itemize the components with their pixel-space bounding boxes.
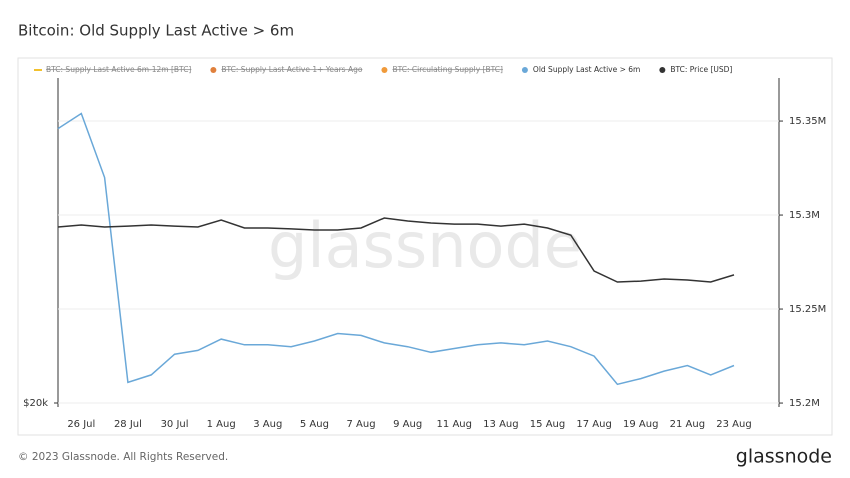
x-tick-label: 19 Aug: [623, 419, 658, 430]
x-tick-label: 21 Aug: [670, 419, 705, 430]
chart-title: Bitcoin: Old Supply Last Active > 6m: [18, 22, 294, 40]
x-tick-label: 23 Aug: [716, 419, 751, 430]
y2-tick-label: 15.35M: [789, 116, 826, 127]
x-tick-label: 11 Aug: [437, 419, 472, 430]
series-line: [57, 217, 735, 283]
x-tick-label: 17 Aug: [576, 419, 611, 430]
legend-item: BTC: Price [USD]: [659, 65, 732, 74]
legend-item: BTC: Circulating Supply [BTC]: [381, 65, 503, 74]
legend-item: Old Supply Last Active > 6m: [521, 65, 640, 74]
chart-frame: [17, 57, 833, 436]
legend-label: Old Supply Last Active > 6m: [533, 65, 640, 74]
legend-item: BTC: Supply Last Active 6m-12m [BTC]: [34, 65, 191, 74]
y2-tick-label: 15.3M: [789, 210, 820, 221]
legend-item: BTC: Supply Last Active 1+ Years Ago: [210, 65, 363, 74]
x-tick-label: 1 Aug: [207, 419, 236, 430]
legend-label: BTC: Price [USD]: [670, 65, 732, 74]
x-tick-label: 26 Jul: [67, 419, 95, 430]
y-tick-label: $20k: [23, 398, 48, 409]
x-tick-label: 15 Aug: [530, 419, 565, 430]
x-tick-label: 7 Aug: [346, 419, 375, 430]
legend-label: BTC: Circulating Supply [BTC]: [392, 65, 503, 74]
y2-tick-label: 15.25M: [789, 304, 826, 315]
legend-label: BTC: Supply Last Active 6m-12m [BTC]: [46, 65, 191, 74]
x-tick-label: 13 Aug: [483, 419, 518, 430]
x-tick-label: 28 Jul: [114, 419, 142, 430]
x-tick-label: 9 Aug: [393, 419, 422, 430]
legend-swatch: [381, 67, 388, 73]
x-tick-label: 5 Aug: [300, 419, 329, 430]
x-tick-label: 30 Jul: [161, 419, 189, 430]
footer: © 2023 Glassnode. All Rights Reserved.: [18, 451, 228, 463]
legend-label: BTC: Supply Last Active 1+ Years Ago: [221, 65, 362, 74]
y2-tick-label: 15.2M: [789, 398, 820, 409]
series-line: [57, 112, 735, 386]
watermark: glassnode: [268, 209, 582, 282]
x-tick-label: 3 Aug: [253, 419, 282, 430]
legend-swatch: [521, 67, 528, 73]
legend-swatch: [210, 67, 217, 73]
legend-swatch: [659, 67, 666, 73]
brand-logo: glassnode: [736, 446, 832, 468]
